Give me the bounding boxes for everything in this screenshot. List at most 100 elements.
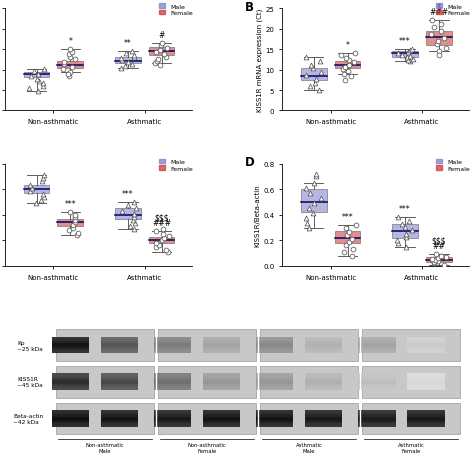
Point <box>66 209 74 217</box>
Point <box>71 212 79 219</box>
Point <box>65 73 73 80</box>
Point <box>302 55 310 62</box>
Bar <box>256 412 293 414</box>
Point <box>159 230 167 238</box>
Point <box>343 55 350 62</box>
Bar <box>256 423 293 425</box>
Point <box>118 65 125 72</box>
Bar <box>256 416 293 419</box>
Bar <box>305 380 343 382</box>
Point <box>36 78 43 85</box>
Point <box>406 59 414 66</box>
Bar <box>101 351 138 353</box>
Point <box>393 237 401 244</box>
Bar <box>408 412 445 414</box>
Point <box>302 185 310 192</box>
Bar <box>408 419 445 421</box>
Bar <box>358 425 396 427</box>
Bar <box>408 337 445 339</box>
Bar <box>358 380 396 382</box>
Bar <box>101 347 138 350</box>
Point <box>130 52 137 59</box>
Bar <box>392 52 418 58</box>
Bar <box>203 388 240 390</box>
Point <box>71 219 78 227</box>
Bar <box>408 375 445 378</box>
Bar <box>408 380 445 382</box>
Bar <box>101 374 138 376</box>
Bar <box>203 345 240 347</box>
Bar <box>203 419 240 421</box>
Bar <box>52 374 89 376</box>
Text: B: B <box>245 1 254 14</box>
Point <box>65 51 73 59</box>
Legend: Male, Female: Male, Female <box>436 159 470 171</box>
Text: #: # <box>158 31 165 40</box>
Bar <box>256 382 293 384</box>
Bar <box>52 419 89 421</box>
Bar <box>260 403 358 434</box>
Point <box>437 21 445 28</box>
Point <box>351 50 359 58</box>
Bar <box>305 419 343 421</box>
Bar <box>408 351 445 353</box>
Bar <box>256 375 293 378</box>
Text: $$$: $$$ <box>155 213 169 222</box>
Point <box>131 214 138 221</box>
Bar <box>305 382 343 384</box>
Point <box>153 49 160 56</box>
Bar <box>256 337 293 339</box>
Point <box>310 209 317 217</box>
Bar <box>101 345 138 347</box>
Point <box>66 46 74 54</box>
Point <box>307 62 314 69</box>
Bar <box>101 410 138 413</box>
Bar <box>52 420 89 423</box>
Point <box>61 59 68 66</box>
Point <box>350 60 358 67</box>
Point <box>67 69 74 76</box>
Point <box>345 62 353 69</box>
Bar <box>358 420 396 423</box>
Point <box>348 235 356 243</box>
Bar <box>335 62 360 68</box>
Point <box>312 76 319 84</box>
Text: *: * <box>346 41 349 50</box>
Bar <box>154 337 191 339</box>
Point <box>61 62 68 69</box>
Point <box>130 226 138 233</box>
Point <box>394 50 401 58</box>
Point <box>34 76 41 83</box>
Bar <box>305 343 343 346</box>
Point <box>318 69 325 76</box>
Bar <box>203 337 240 339</box>
Bar <box>408 386 445 388</box>
Point <box>160 51 168 59</box>
Bar <box>154 423 191 425</box>
Bar <box>101 384 138 386</box>
Bar <box>101 416 138 419</box>
Bar <box>203 382 240 384</box>
Point <box>436 52 443 60</box>
Bar <box>408 382 445 384</box>
Bar <box>154 414 191 417</box>
Bar <box>203 343 240 346</box>
Point <box>41 194 48 201</box>
Bar <box>408 343 445 346</box>
Point <box>440 35 447 42</box>
Point <box>158 40 166 48</box>
Bar <box>305 375 343 378</box>
Point <box>431 257 439 264</box>
Point <box>68 49 75 56</box>
Bar <box>305 345 343 347</box>
Bar <box>203 378 240 380</box>
Legend: Male, Female: Male, Female <box>159 159 192 171</box>
Bar <box>256 343 293 346</box>
Bar <box>305 378 343 380</box>
Bar <box>256 339 293 341</box>
Bar <box>203 339 240 341</box>
Bar <box>101 378 138 380</box>
Bar <box>203 420 240 423</box>
Bar <box>426 257 452 263</box>
Point <box>69 64 76 71</box>
